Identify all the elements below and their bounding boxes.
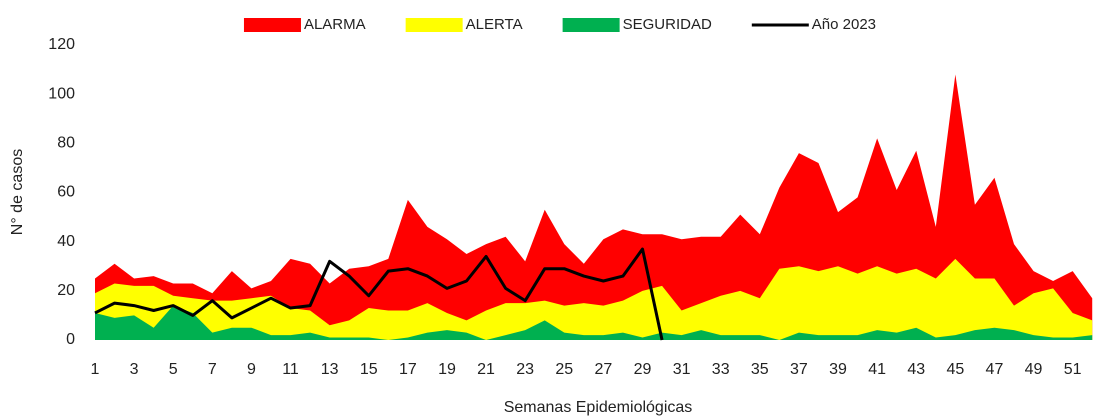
x-tick-label: 31 xyxy=(673,361,691,378)
y-tick-label: 0 xyxy=(66,331,75,348)
legend-label: ALARMA xyxy=(304,16,366,33)
legend-swatch xyxy=(562,18,620,32)
y-tick-label: 120 xyxy=(48,36,75,53)
x-tick-label: 41 xyxy=(868,361,886,378)
y-tick-label: 20 xyxy=(57,282,75,299)
x-tick-label: 25 xyxy=(555,361,573,378)
x-tick-label: 37 xyxy=(790,361,808,378)
legend-label: Año 2023 xyxy=(812,16,876,33)
area xyxy=(95,305,1093,340)
x-tick-label: 27 xyxy=(594,361,612,378)
x-tick-label: 5 xyxy=(169,361,178,378)
y-tick-label: 80 xyxy=(57,135,75,152)
line xyxy=(94,247,664,341)
y-tick-label: 60 xyxy=(57,184,75,201)
y-tick-label: 100 xyxy=(48,85,75,102)
legend-label: SEGURIDAD xyxy=(623,16,712,33)
x-tick-label: 29 xyxy=(634,361,652,378)
x-tick-label: 49 xyxy=(1025,361,1043,378)
x-tick-label: 13 xyxy=(321,361,339,378)
x-tick-label: 21 xyxy=(477,361,495,378)
x-axis-label: Semanas Epidemiológicas xyxy=(504,399,693,416)
x-tick-label: 51 xyxy=(1064,361,1082,378)
x-tick-label: 47 xyxy=(986,361,1004,378)
x-tick-label: 23 xyxy=(516,361,534,378)
x-tick-label: 43 xyxy=(907,361,925,378)
legend-label: ALERTA xyxy=(466,16,523,33)
x-tick-label: 17 xyxy=(399,361,417,378)
x-tick-label: 15 xyxy=(360,361,378,378)
legend-swatch xyxy=(405,18,463,32)
x-tick-label: 9 xyxy=(247,361,256,378)
x-tick-label: 33 xyxy=(712,361,730,378)
x-tick-label: 35 xyxy=(751,361,769,378)
y-tick-label: 40 xyxy=(57,233,75,250)
legend-swatch xyxy=(243,18,301,32)
x-tick-label: 45 xyxy=(946,361,964,378)
x-tick-label: 11 xyxy=(282,361,299,378)
x-tick-label: 19 xyxy=(438,361,456,378)
y-axis-label: N° de casos xyxy=(9,149,26,235)
x-tick-label: 3 xyxy=(130,361,139,378)
x-tick-label: 39 xyxy=(829,361,847,378)
x-tick-label: 1 xyxy=(91,361,100,378)
x-tick-label: 7 xyxy=(208,361,217,378)
area xyxy=(95,258,1093,340)
